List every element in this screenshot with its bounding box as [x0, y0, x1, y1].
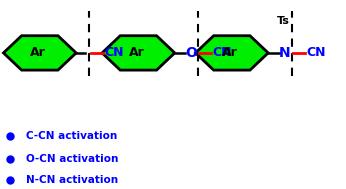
Text: CN: CN: [104, 46, 124, 59]
Text: O-CN activation: O-CN activation: [26, 154, 118, 164]
Text: Ar: Ar: [222, 46, 238, 59]
Text: CN: CN: [212, 46, 232, 59]
Text: ✂: ✂: [286, 0, 298, 3]
Polygon shape: [3, 36, 76, 70]
Text: N: N: [279, 46, 291, 60]
Text: O: O: [185, 46, 197, 60]
Text: ✂: ✂: [83, 0, 95, 3]
Text: Ar: Ar: [129, 46, 145, 59]
Text: C-CN activation: C-CN activation: [26, 131, 117, 141]
Text: CN: CN: [307, 46, 326, 59]
Text: ✂: ✂: [192, 0, 203, 3]
Polygon shape: [195, 36, 268, 70]
Polygon shape: [102, 36, 175, 70]
Text: Ts: Ts: [276, 16, 290, 26]
Text: Ar: Ar: [30, 46, 46, 59]
Text: N-CN activation: N-CN activation: [26, 175, 118, 184]
